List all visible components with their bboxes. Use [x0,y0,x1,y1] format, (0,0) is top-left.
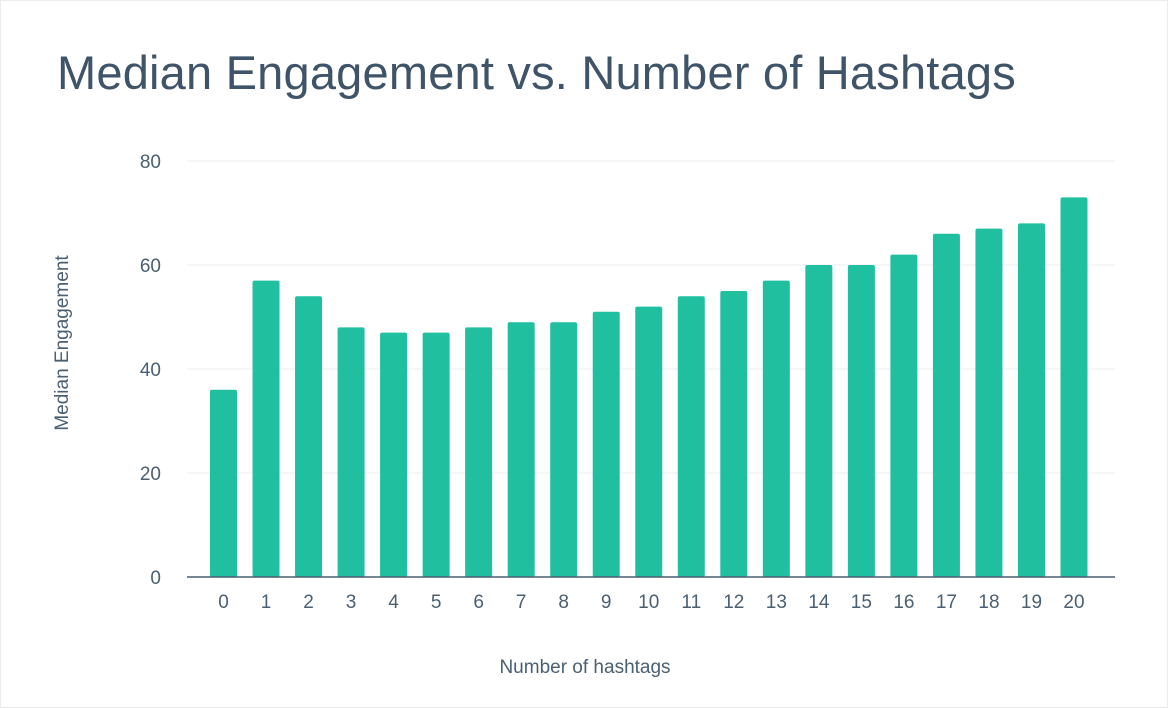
bar-19 [1017,223,1045,577]
x-tick-label: 4 [388,592,399,613]
x-axis-title: Number of hashtags [499,657,670,678]
bar-16 [890,254,918,577]
bar-14 [805,265,833,577]
x-tick-label: 16 [893,592,914,613]
x-tick-label: 17 [936,592,957,613]
y-tick-labels: 0 20 40 60 80 [140,152,161,589]
y-tick-label: 0 [150,568,161,589]
y-tick-label: 40 [140,360,161,381]
y-axis-title: Median Engagement [52,255,73,431]
bar-7 [507,322,535,577]
bar-20 [1060,197,1088,577]
x-tick-label: 9 [601,592,612,613]
x-tick-label: 15 [851,592,872,613]
bar-13 [762,280,790,577]
bar-1 [252,280,280,577]
bar-3 [337,327,365,577]
y-tick-label: 80 [140,152,161,173]
bar-4 [380,332,408,577]
x-tick-label: 12 [723,592,744,613]
x-tick-label: 3 [346,592,357,613]
bar-17 [932,233,960,578]
x-tick-label: 19 [1021,592,1042,613]
x-tick-label: 2 [303,592,314,613]
bar-11 [677,296,705,577]
x-tick-label: 0 [218,592,229,613]
bar-18 [975,228,1003,577]
x-tick-label: 8 [558,592,569,613]
x-tick-label: 13 [766,592,787,613]
bar-8 [550,322,578,577]
bars [210,197,1088,578]
bar-15 [847,265,875,577]
x-tick-labels: 0 1 2 3 4 5 6 7 8 9 10 11 12 13 14 15 16 17 18 19 20 [218,592,1084,613]
bar-0 [210,389,237,577]
bar-10 [635,306,663,577]
bar-12 [720,291,748,577]
x-tick-label: 11 [681,592,701,613]
x-tick-label: 6 [473,592,484,613]
chart-title: Median Engagement vs. Number of Hashtags [57,46,1016,99]
bar-6 [465,327,493,577]
bar-2 [295,296,323,577]
x-tick-label: 14 [808,592,830,613]
x-tick-label: 18 [978,592,999,613]
x-tick-label: 1 [261,592,272,613]
x-tick-label: 5 [431,592,442,613]
bar-9 [592,311,620,577]
y-tick-label: 20 [140,464,161,485]
y-tick-label: 60 [140,256,161,277]
x-tick-label: 20 [1063,592,1084,613]
x-tick-label: 7 [516,592,527,613]
x-tick-label: 10 [638,592,659,613]
bar-5 [422,332,450,577]
